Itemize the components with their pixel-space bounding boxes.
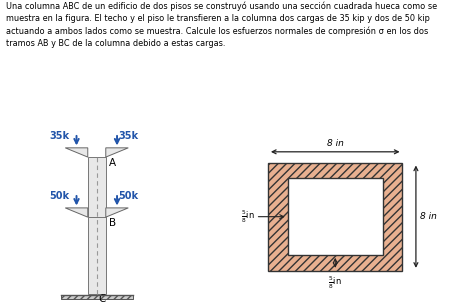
Polygon shape bbox=[65, 208, 88, 217]
Text: 50k: 50k bbox=[49, 191, 69, 201]
Bar bbox=[268, 163, 402, 271]
Text: C: C bbox=[98, 294, 106, 304]
Text: 35k: 35k bbox=[49, 131, 69, 141]
Bar bbox=[288, 178, 383, 255]
Text: Una columna ABC de un edificio de dos pisos se construyó usando una sección cuad: Una columna ABC de un edificio de dos pi… bbox=[6, 2, 437, 48]
Text: $\mathregular{\frac{5}{8}in}$: $\mathregular{\frac{5}{8}in}$ bbox=[241, 209, 255, 225]
Text: 8 in: 8 in bbox=[327, 140, 344, 148]
Text: A: A bbox=[109, 158, 116, 168]
Bar bbox=[61, 295, 133, 299]
Text: 35k: 35k bbox=[118, 131, 139, 141]
Bar bbox=[88, 157, 106, 217]
Polygon shape bbox=[106, 148, 128, 157]
Polygon shape bbox=[65, 148, 88, 157]
Text: 50k: 50k bbox=[118, 191, 139, 201]
Text: 8 in: 8 in bbox=[420, 212, 437, 221]
Text: B: B bbox=[109, 218, 116, 228]
Polygon shape bbox=[106, 208, 128, 217]
Text: $\mathregular{\frac{5}{8}in}$: $\mathregular{\frac{5}{8}in}$ bbox=[328, 275, 342, 291]
Bar bbox=[88, 217, 106, 294]
